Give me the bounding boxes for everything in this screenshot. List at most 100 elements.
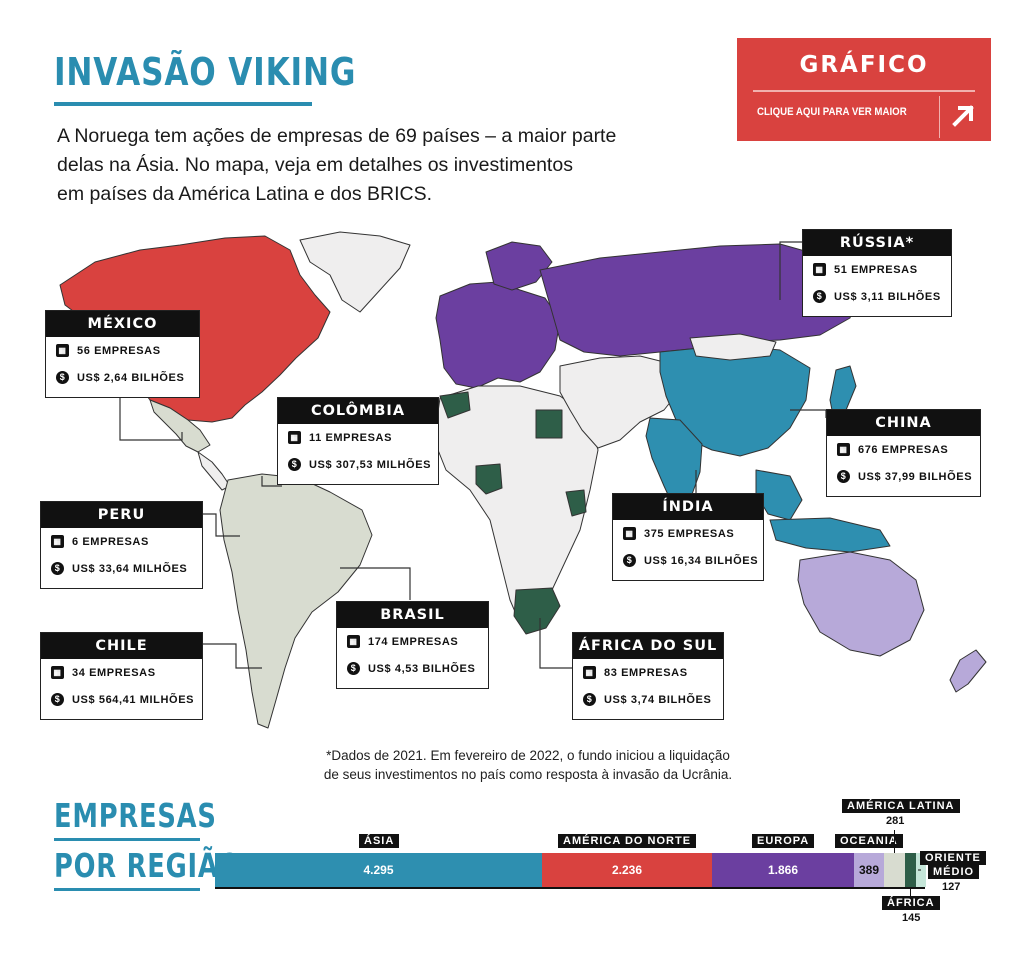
coin-icon: $ [56, 371, 69, 384]
divider [939, 96, 940, 138]
bar-segment: 1.866 [712, 853, 854, 887]
building-icon: ▦ [583, 666, 596, 679]
companies-count: 83 EMPRESAS [604, 666, 688, 679]
bar-value-label: 2.236 [611, 863, 643, 877]
country-box-mexico: MÉXICO ▦ 56 EMPRESAS $ US$ 2,64 BILHÕES [45, 310, 200, 398]
intro-line: A Noruega tem ações de empresas de 69 pa… [57, 125, 617, 147]
bar-segment [884, 853, 905, 887]
investment-value: US$ 33,64 MILHÕES [72, 562, 188, 575]
country-name: BRASIL [337, 602, 488, 628]
footnote-line: *Dados de 2021. Em fevereiro de 2022, o … [326, 748, 730, 763]
bar-category-label: ÁFRICA [882, 896, 940, 910]
building-icon: ▦ [56, 344, 69, 357]
country-name: CHILE [41, 633, 202, 659]
section-title-line: EMPRESAS [54, 796, 217, 835]
bar-value-label: 127 [942, 881, 961, 893]
companies-count: 56 EMPRESAS [77, 344, 161, 357]
connector-brasil [340, 567, 411, 600]
indonesia [769, 517, 891, 553]
connector-south-africa [539, 618, 572, 669]
europe-region [435, 281, 561, 389]
bar-value-label: 4.295 [363, 863, 394, 877]
building-icon: ▦ [51, 535, 64, 548]
mongolia [689, 333, 777, 361]
coin-icon: $ [583, 693, 596, 706]
bar-value-label: 1.866 [767, 863, 799, 877]
investment-value: US$ 2,64 BILHÕES [77, 371, 185, 384]
country-box-russia: RÚSSIA* ▦ 51 EMPRESAS $ US$ 3,11 BILHÕES [802, 229, 952, 317]
bar-value-label: 389 [858, 863, 880, 877]
graphic-button-title: GRÁFICO [799, 52, 929, 78]
algeria [439, 391, 471, 419]
coin-icon: $ [347, 662, 360, 675]
page-title: INVASÃO VIKING [54, 50, 357, 94]
investment-value: US$ 4,53 BILHÕES [368, 662, 476, 675]
south-africa [513, 587, 561, 635]
investment-value: US$ 37,99 BILHÕES [858, 470, 973, 483]
building-icon: ▦ [623, 527, 636, 540]
middle-east [559, 355, 681, 449]
bar-category-label: ÁSIA [359, 834, 400, 848]
country-box-chile: CHILE ▦ 34 EMPRESAS $ US$ 564,41 MILHÕES [40, 632, 203, 720]
country-box-brasil: BRASIL ▦ 174 EMPRESAS $ US$ 4,53 BILHÕES [336, 601, 489, 689]
country-name: ÍNDIA [613, 494, 763, 520]
investment-value: US$ 564,41 MILHÕES [72, 693, 195, 706]
investment-value: US$ 3,11 BILHÕES [834, 290, 941, 303]
bar-segment: 2.236 [542, 853, 712, 887]
bar-value-label: 281 [886, 815, 905, 827]
divider [753, 90, 975, 92]
arrow-up-right-icon[interactable] [949, 100, 979, 130]
companies-count: 6 EMPRESAS [72, 535, 149, 548]
coin-icon: $ [51, 693, 64, 706]
section-title-underline [54, 838, 200, 841]
building-icon: ▦ [51, 666, 64, 679]
footnote: *Dados de 2021. Em fevereiro de 2022, o … [268, 746, 788, 784]
section-title-underline [54, 888, 200, 891]
country-box-peru: PERU ▦ 6 EMPRESAS $ US$ 33,64 MILHÕES [40, 501, 203, 589]
scandinavia [485, 241, 553, 291]
intro-text: A Noruega tem ações de empresas de 69 pa… [57, 122, 667, 209]
country-name: ÁFRICA DO SUL [573, 633, 723, 659]
bar-segment [905, 853, 916, 887]
enlarge-link[interactable]: CLIQUE AQUI PARA VER MAIOR [757, 106, 907, 118]
country-box-colombia: COLÔMBIA ▦ 11 EMPRESAS $ US$ 307,53 MILHÕE… [277, 397, 439, 485]
building-icon: ▦ [837, 443, 850, 456]
bar-category-label: OCEANIA [835, 834, 903, 848]
coin-icon: $ [813, 290, 826, 303]
country-name: COLÔMBIA [278, 398, 438, 424]
connector-chile [203, 643, 262, 669]
connector-russia [779, 241, 802, 300]
south-america [219, 473, 373, 729]
companies-count: 174 EMPRESAS [368, 635, 459, 648]
connector-peru [202, 513, 240, 537]
companies-count: 34 EMPRESAS [72, 666, 156, 679]
companies-count: 11 EMPRESAS [309, 431, 393, 444]
companies-count: 375 EMPRESAS [644, 527, 735, 540]
title-underline [54, 102, 312, 106]
footnote-line: de seus investimentos no país como respo… [323, 767, 733, 782]
companies-count: 676 EMPRESAS [858, 443, 949, 456]
coin-icon: $ [623, 554, 636, 567]
building-icon: ▦ [347, 635, 360, 648]
section-title-line: POR REGIÃO [54, 846, 242, 885]
bar-segment: 389 [854, 853, 884, 887]
intro-line: delas na Ásia. No mapa, veja em detalhes… [57, 154, 573, 176]
country-name: RÚSSIA* [803, 230, 951, 256]
building-icon: ▦ [288, 431, 301, 444]
investment-value: US$ 16,34 BILHÕES [644, 554, 759, 567]
nigeria [475, 463, 503, 495]
egypt [535, 409, 563, 439]
country-box-china: CHINA ▦ 676 EMPRESAS $ US$ 37,99 BILHÕES [826, 409, 981, 497]
graphic-button[interactable]: GRÁFICO CLIQUE AQUI PARA VER MAIOR [737, 38, 991, 141]
connector-colombia [261, 476, 282, 487]
investment-value: US$ 3,74 BILHÕES [604, 693, 712, 706]
new-zealand [949, 649, 987, 693]
country-box-india: ÍNDIA ▦ 375 EMPRESAS $ US$ 16,34 BILHÕES [612, 493, 764, 581]
bar-baseline [215, 887, 925, 889]
coin-icon: $ [837, 470, 850, 483]
australia [797, 551, 925, 657]
coin-icon: $ [51, 562, 64, 575]
country-box-south-africa: ÁFRICA DO SUL ▦ 83 EMPRESAS $ US$ 3,74 BIL… [572, 632, 724, 720]
greenland [299, 231, 411, 313]
country-name: MÉXICO [46, 311, 199, 337]
